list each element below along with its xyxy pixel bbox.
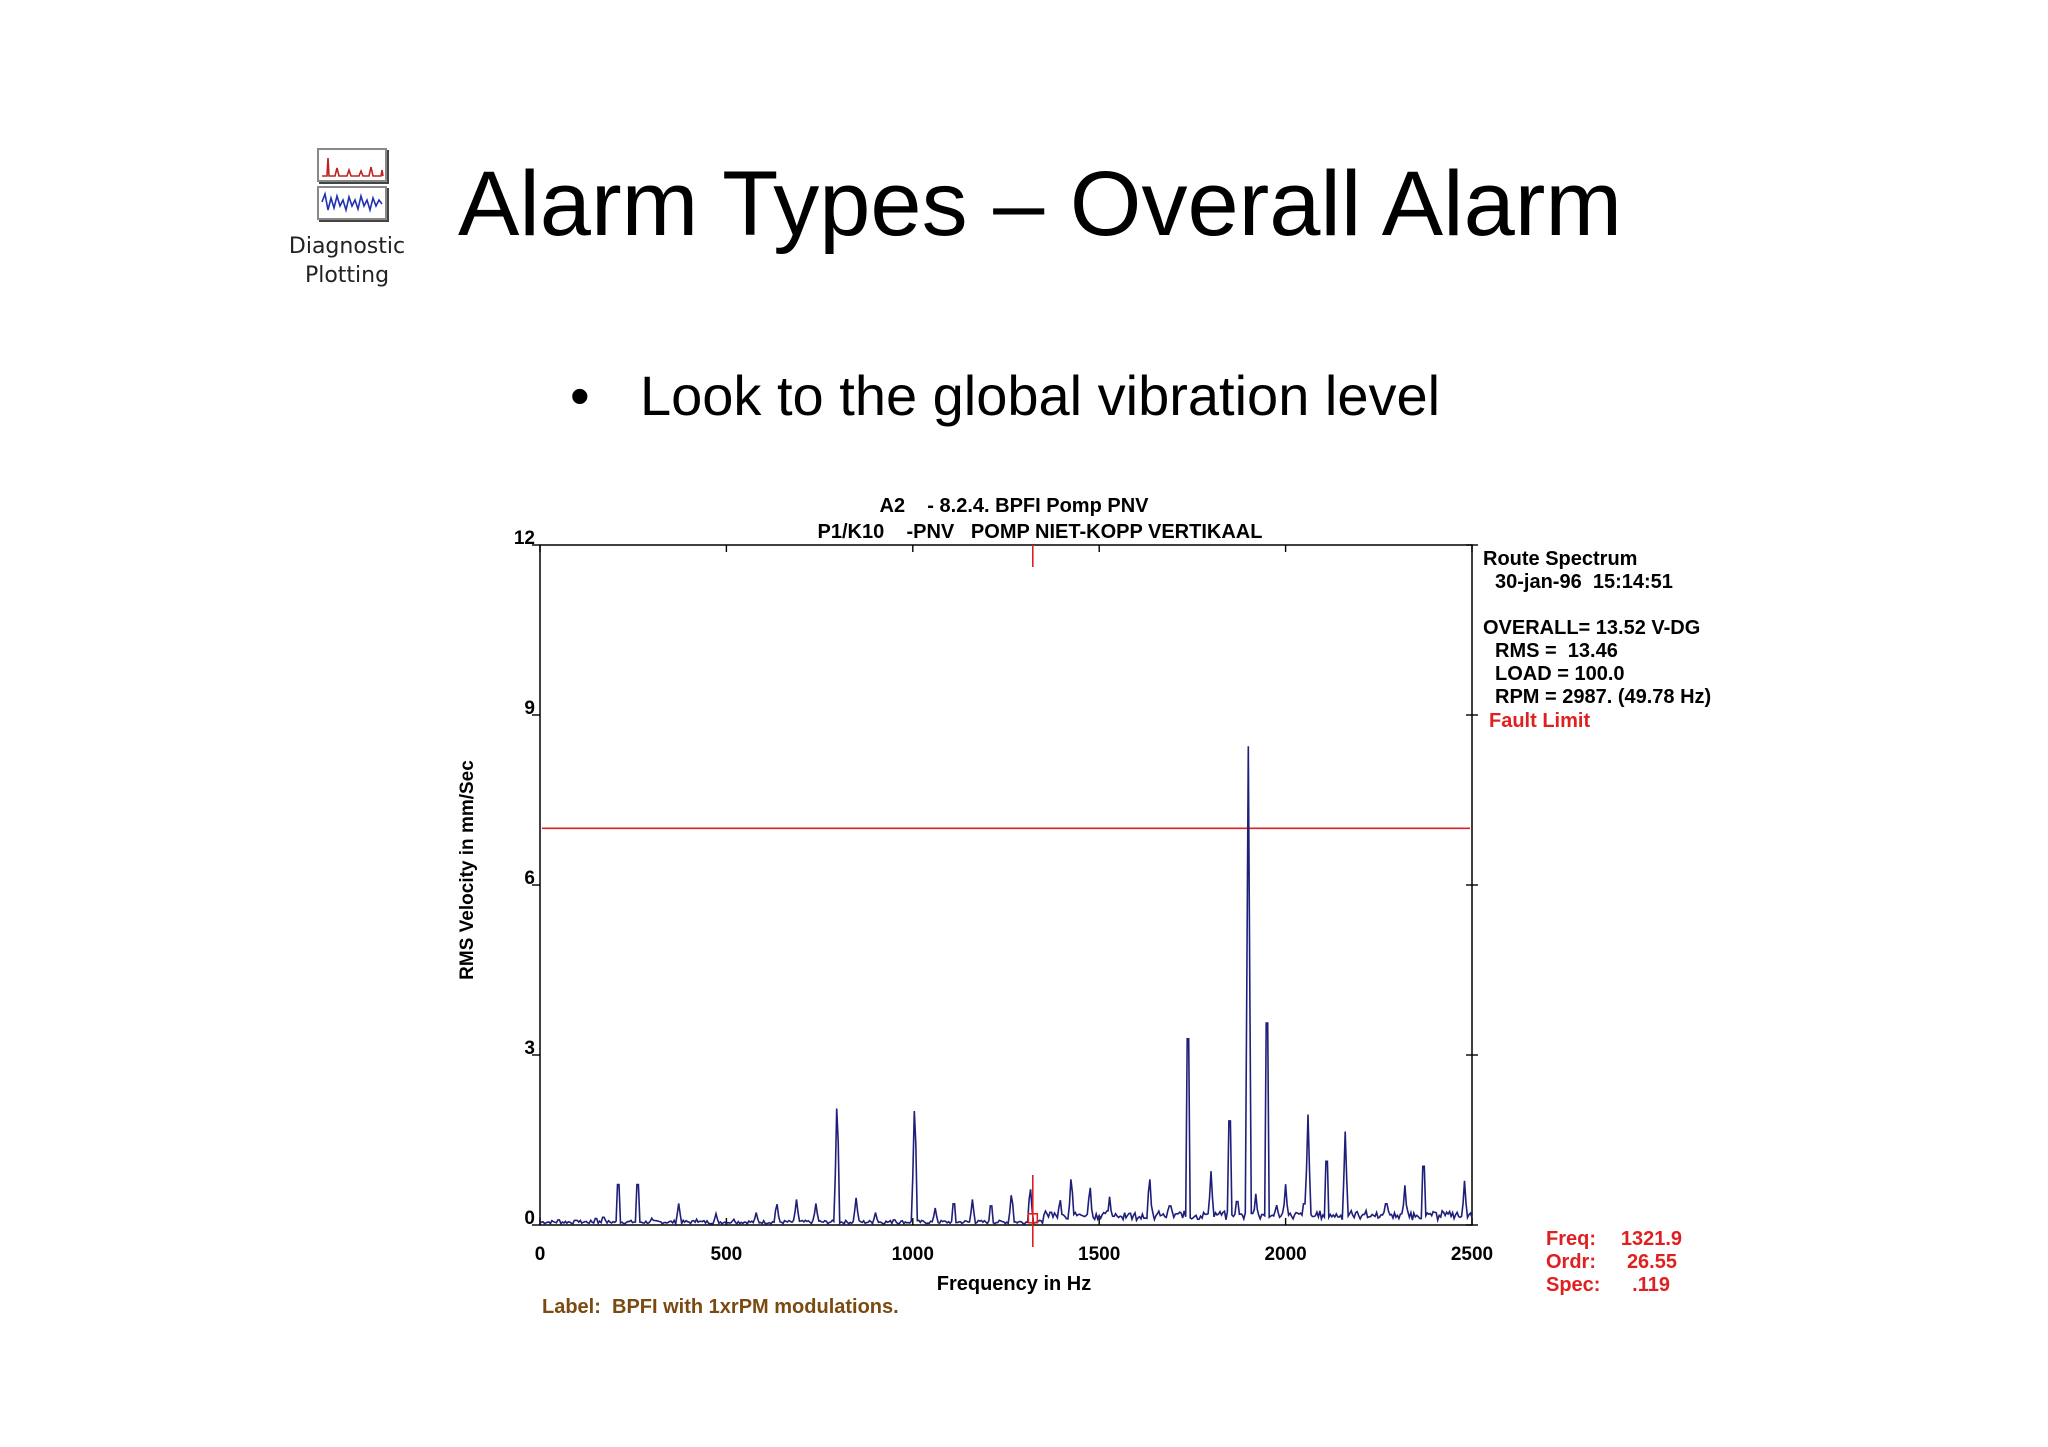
chart-footnote: Label: BPFI with 1xrPM modulations. bbox=[542, 1296, 899, 1318]
readout-ordr-label: Ordr: bbox=[1546, 1251, 1596, 1273]
bullet-item: • Look to the global vibration level bbox=[570, 360, 1440, 432]
y-tick-label: 0 bbox=[524, 1208, 535, 1229]
plot-frame bbox=[539, 544, 1473, 1226]
chart-title: A2 - 8.2.4. BPFI Pomp PNV bbox=[880, 495, 1150, 517]
info-fault-limit: Fault Limit bbox=[1489, 710, 1590, 732]
x-tick-labels: 0 500 1000 1500 2000 2500 bbox=[535, 1244, 1493, 1265]
x-tick-label: 1500 bbox=[1078, 1244, 1120, 1265]
bullet-dot: • bbox=[570, 364, 590, 427]
cursor-point-marker bbox=[1027, 1212, 1039, 1224]
info-rms: RMS = 13.46 bbox=[1495, 640, 1618, 662]
readout-spec-value: .119 bbox=[1632, 1274, 1670, 1296]
y-tick-label: 3 bbox=[524, 1038, 535, 1059]
diagnostic-plotting-icon[interactable]: Diagnostic Plotting bbox=[283, 148, 411, 298]
readout-freq-value: 1321.9 bbox=[1621, 1228, 1682, 1250]
info-rpm: RPM = 2987. (49.78 Hz) bbox=[1495, 686, 1711, 708]
x-tick-label: 2000 bbox=[1264, 1244, 1306, 1265]
y-tick-label: 12 bbox=[514, 528, 535, 549]
axis-ticks bbox=[532, 544, 1478, 1226]
readout-spec-label: Spec: bbox=[1546, 1274, 1600, 1296]
slide-title: Alarm Types – Overall Alarm bbox=[458, 153, 1623, 255]
readout-ordr-value: 26.55 bbox=[1627, 1251, 1677, 1273]
info-header: Route Spectrum bbox=[1483, 548, 1637, 570]
cursor-readout: Freq: 1321.9 Ordr: 26.55 Spec: .119 bbox=[1546, 1228, 1682, 1296]
waveform-thumbnail-icon bbox=[317, 186, 387, 220]
x-tick-label: 2500 bbox=[1451, 1244, 1493, 1265]
x-tick-label: 1000 bbox=[892, 1244, 934, 1265]
chart-subtitle: P1/K10 -PNV POMP NIET-KOPP VERTIKAAL bbox=[818, 521, 1263, 543]
y-tick-labels: 0 3 6 9 12 bbox=[514, 528, 535, 1229]
info-overall: OVERALL= 13.52 V-DG bbox=[1483, 617, 1700, 639]
frequency-cursor[interactable] bbox=[1027, 545, 1039, 1247]
bullet-text: Look to the global vibration level bbox=[640, 364, 1441, 427]
spectrum-series-line bbox=[539, 746, 1473, 1227]
x-tick-label: 0 bbox=[535, 1244, 546, 1265]
info-load: LOAD = 100.0 bbox=[1495, 663, 1625, 685]
icon-label-line2: Plotting bbox=[304, 263, 390, 288]
spectrum-thumbnail-icon bbox=[317, 148, 387, 182]
x-axis-label: Frequency in Hz bbox=[937, 1273, 1091, 1295]
info-panel: Route Spectrum 30-jan-96 15:14:51 OVERAL… bbox=[1483, 548, 1711, 732]
y-tick-label: 6 bbox=[524, 868, 535, 889]
icon-label-line1: Diagnostic bbox=[288, 234, 406, 259]
info-datetime: 30-jan-96 15:14:51 bbox=[1495, 571, 1673, 593]
x-tick-label: 500 bbox=[711, 1244, 743, 1265]
readout-freq-label: Freq: bbox=[1546, 1228, 1596, 1250]
y-axis-label: RMS Velocity in mm/Sec bbox=[457, 760, 478, 980]
y-tick-label: 9 bbox=[524, 698, 535, 719]
